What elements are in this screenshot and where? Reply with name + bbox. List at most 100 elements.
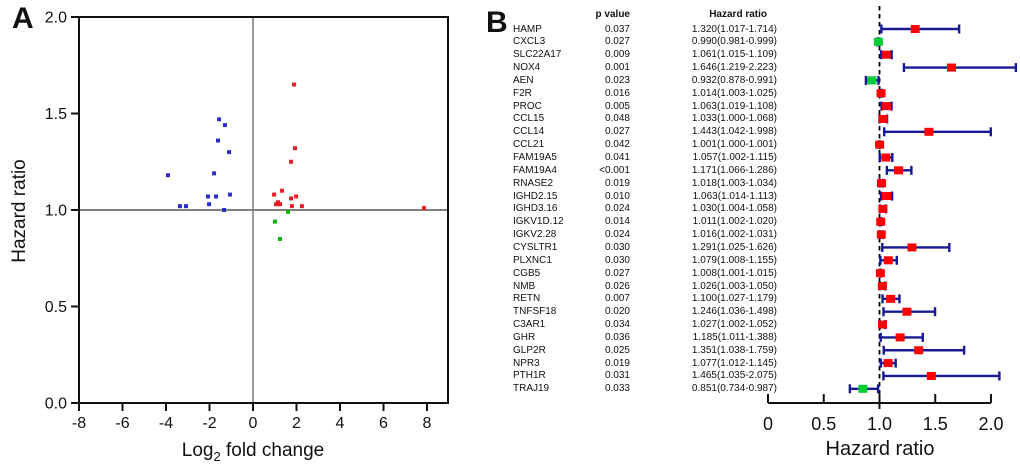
scatter-point-blue-points — [222, 123, 227, 128]
scatter-point-red-points — [421, 206, 426, 211]
p-value: 0.020 — [604, 306, 630, 318]
panel-a-y-tick-label: 2.0 — [45, 10, 67, 27]
forest-table-row: CCL21 0.042 1.001(1.000-1.001) — [513, 138, 777, 151]
p-value: 0.024 — [604, 229, 630, 241]
scatter-point-blue-points — [214, 194, 219, 199]
gene-name: IGHD3.16 — [513, 203, 558, 215]
panel-a-x-tick-label: 2 — [292, 415, 301, 432]
forest-table-row: IGHD2.15 0.010 1.063(1.014-1.113) — [513, 190, 777, 203]
hazard-ratio-ci: 1.320(1.017-1.714) — [691, 23, 777, 35]
forest-marker-CYSLTR1 — [907, 243, 917, 252]
gene-name: CGB5 — [513, 267, 541, 279]
forest-table-row: PLXNC1 0.030 1.079(1.008-1.155) — [513, 254, 777, 267]
hazard-ratio-ci: 1.001(1.000-1.001) — [691, 139, 777, 151]
hazard-ratio-ci: 1.061(1.015-1.109) — [691, 49, 777, 61]
forest-marker-GLP2R — [914, 346, 924, 355]
forest-table-row: NOX4 0.001 1.646(1.219-2.223) — [513, 61, 777, 74]
forest-marker-NPR3 — [883, 359, 893, 368]
panel-a-y-tick-label: 1.5 — [45, 106, 67, 123]
scatter-point-red-points — [292, 82, 297, 87]
forest-marker-IGKV2.28 — [876, 230, 886, 239]
hazard-ratio-ci: 1.014(1.003-1.025) — [691, 87, 777, 99]
forest-table-row: GHR 0.036 1.185(1.011-1.388) — [513, 331, 777, 344]
forest-table-row: PTH1R 0.031 1.465(1.035-2.075) — [513, 369, 777, 382]
panel-a-y-tick-label: 0.0 — [45, 396, 67, 413]
forest-marker-IGHD3.16 — [878, 204, 888, 213]
scatter-point-blue-points — [215, 138, 220, 143]
p-value: 0.019 — [604, 177, 630, 189]
hazard-ratio-ci: 1.291(1.025-1.626) — [691, 241, 777, 253]
panel-b-x-tick-label: 0.5 — [811, 414, 836, 434]
forest-table-row: RETN 0.007 1.100(1.027-1.179) — [513, 292, 777, 305]
panel-a-x-axis-title: Log2 fold change — [128, 440, 378, 464]
scatter-point-blue-points — [177, 204, 182, 209]
gene-name: FAM19A5 — [513, 152, 557, 163]
scatter-point-red-points — [289, 196, 294, 201]
forest-marker-CCL15 — [878, 114, 888, 123]
panel-b-x-tick-label: 0 — [763, 414, 773, 434]
scatter-point-blue-points — [205, 194, 210, 199]
hazard-ratio-ci: 1.027(1.002-1.052) — [691, 319, 777, 331]
p-value: 0.037 — [604, 23, 630, 35]
gene-name: CCL21 — [513, 139, 545, 151]
gene-name: HAMP — [513, 23, 542, 35]
forest-table-row: RNASE2 0.019 1.018(1.003-1.034) — [513, 177, 777, 190]
forest-marker-IGHD2.15 — [882, 192, 892, 201]
p-value: 0.042 — [604, 139, 630, 151]
hazard-ratio-ci: 1.026(1.003-1.050) — [691, 280, 777, 292]
hazard-ratio-ci: 1.100(1.027-1.179) — [691, 293, 777, 305]
panel-b-x-tick-label: 1.5 — [923, 414, 948, 434]
gene-name: PLXNC1 — [513, 254, 552, 266]
forest-marker-IGKV1D.12 — [876, 217, 886, 226]
forest-table-row: CGB5 0.027 1.008(1.001-1.015) — [513, 267, 777, 280]
panel-a-label: A — [12, 2, 34, 35]
xlabel-base: Log — [181, 440, 214, 461]
p-value: 0.005 — [604, 100, 630, 112]
panel-a-x-tick-label: -4 — [159, 415, 173, 432]
forest-marker-HAMP — [910, 25, 920, 33]
forest-marker-CCL14 — [924, 127, 934, 136]
hazard-ratio-ci: 1.016(1.002-1.031) — [691, 229, 777, 241]
hazard-ratio-ci: 1.171(1.066-1.286) — [691, 164, 777, 176]
gene-name: AEN — [513, 74, 534, 86]
hazard-ratio-ci: 1.465(1.035-2.075) — [691, 370, 777, 382]
panel-a-y-tick-label: 0.5 — [45, 299, 67, 316]
forest-marker-GHR — [895, 333, 905, 342]
panel-a-x-tick-label: 6 — [379, 415, 388, 432]
xlabel-subscript: 2 — [213, 448, 221, 464]
p-value: 0.001 — [604, 62, 630, 74]
forest-marker-TNFSF18 — [902, 307, 912, 316]
gene-name: F2R — [513, 87, 532, 99]
hazard-ratio-ci: 1.011(1.002-1.020) — [692, 216, 777, 228]
gene-name: SLC22A17 — [513, 49, 562, 61]
forest-marker-NMB — [877, 282, 887, 290]
forest-table-row: CYSLTR1 0.030 1.291(1.025-1.626) — [513, 241, 777, 254]
hazard-ratio-ci: 1.351(1.038-1.759) — [691, 344, 777, 356]
scatter-point-blue-points — [222, 208, 227, 212]
panel-b-x-tick-label: 1.0 — [867, 414, 892, 434]
forest-table-row: PROC 0.005 1.063(1.019-1.108) — [513, 100, 777, 113]
gene-name: NOX4 — [513, 62, 541, 74]
p-value: 0.048 — [604, 113, 630, 125]
forest-marker-FAM19A4 — [894, 166, 904, 175]
gene-name: CYSLTR1 — [513, 241, 558, 253]
forest-marker-PLXNC1 — [883, 256, 893, 265]
scatter-point-red-points — [289, 204, 294, 209]
forest-table-row: NMB 0.026 1.026(1.003-1.050) — [513, 280, 777, 293]
forest-table-row: TNFSF18 0.020 1.246(1.036-1.498) — [513, 305, 777, 318]
gene-name: IGHD2.15 — [513, 190, 558, 202]
column-header-p-value: p value — [595, 9, 630, 20]
p-value: <0.001 — [599, 164, 630, 176]
forest-table-row: NPR3 0.019 1.077(1.012-1.145) — [513, 357, 777, 370]
hazard-ratio-ci: 1.443(1.042-1.998) — [691, 126, 777, 138]
scatter-point-blue-points — [227, 192, 232, 197]
p-value: 0.031 — [604, 370, 630, 382]
scatter-point-blue-points — [212, 171, 217, 176]
p-value: 0.016 — [604, 87, 630, 99]
p-value: 0.019 — [604, 357, 630, 369]
forest-table-row: IGKV1D.12 0.014 1.011(1.002-1.020) — [513, 215, 777, 228]
scatter-point-green-points — [272, 219, 277, 224]
scatter-point-green-points — [277, 236, 282, 241]
p-value: 0.030 — [604, 241, 630, 253]
